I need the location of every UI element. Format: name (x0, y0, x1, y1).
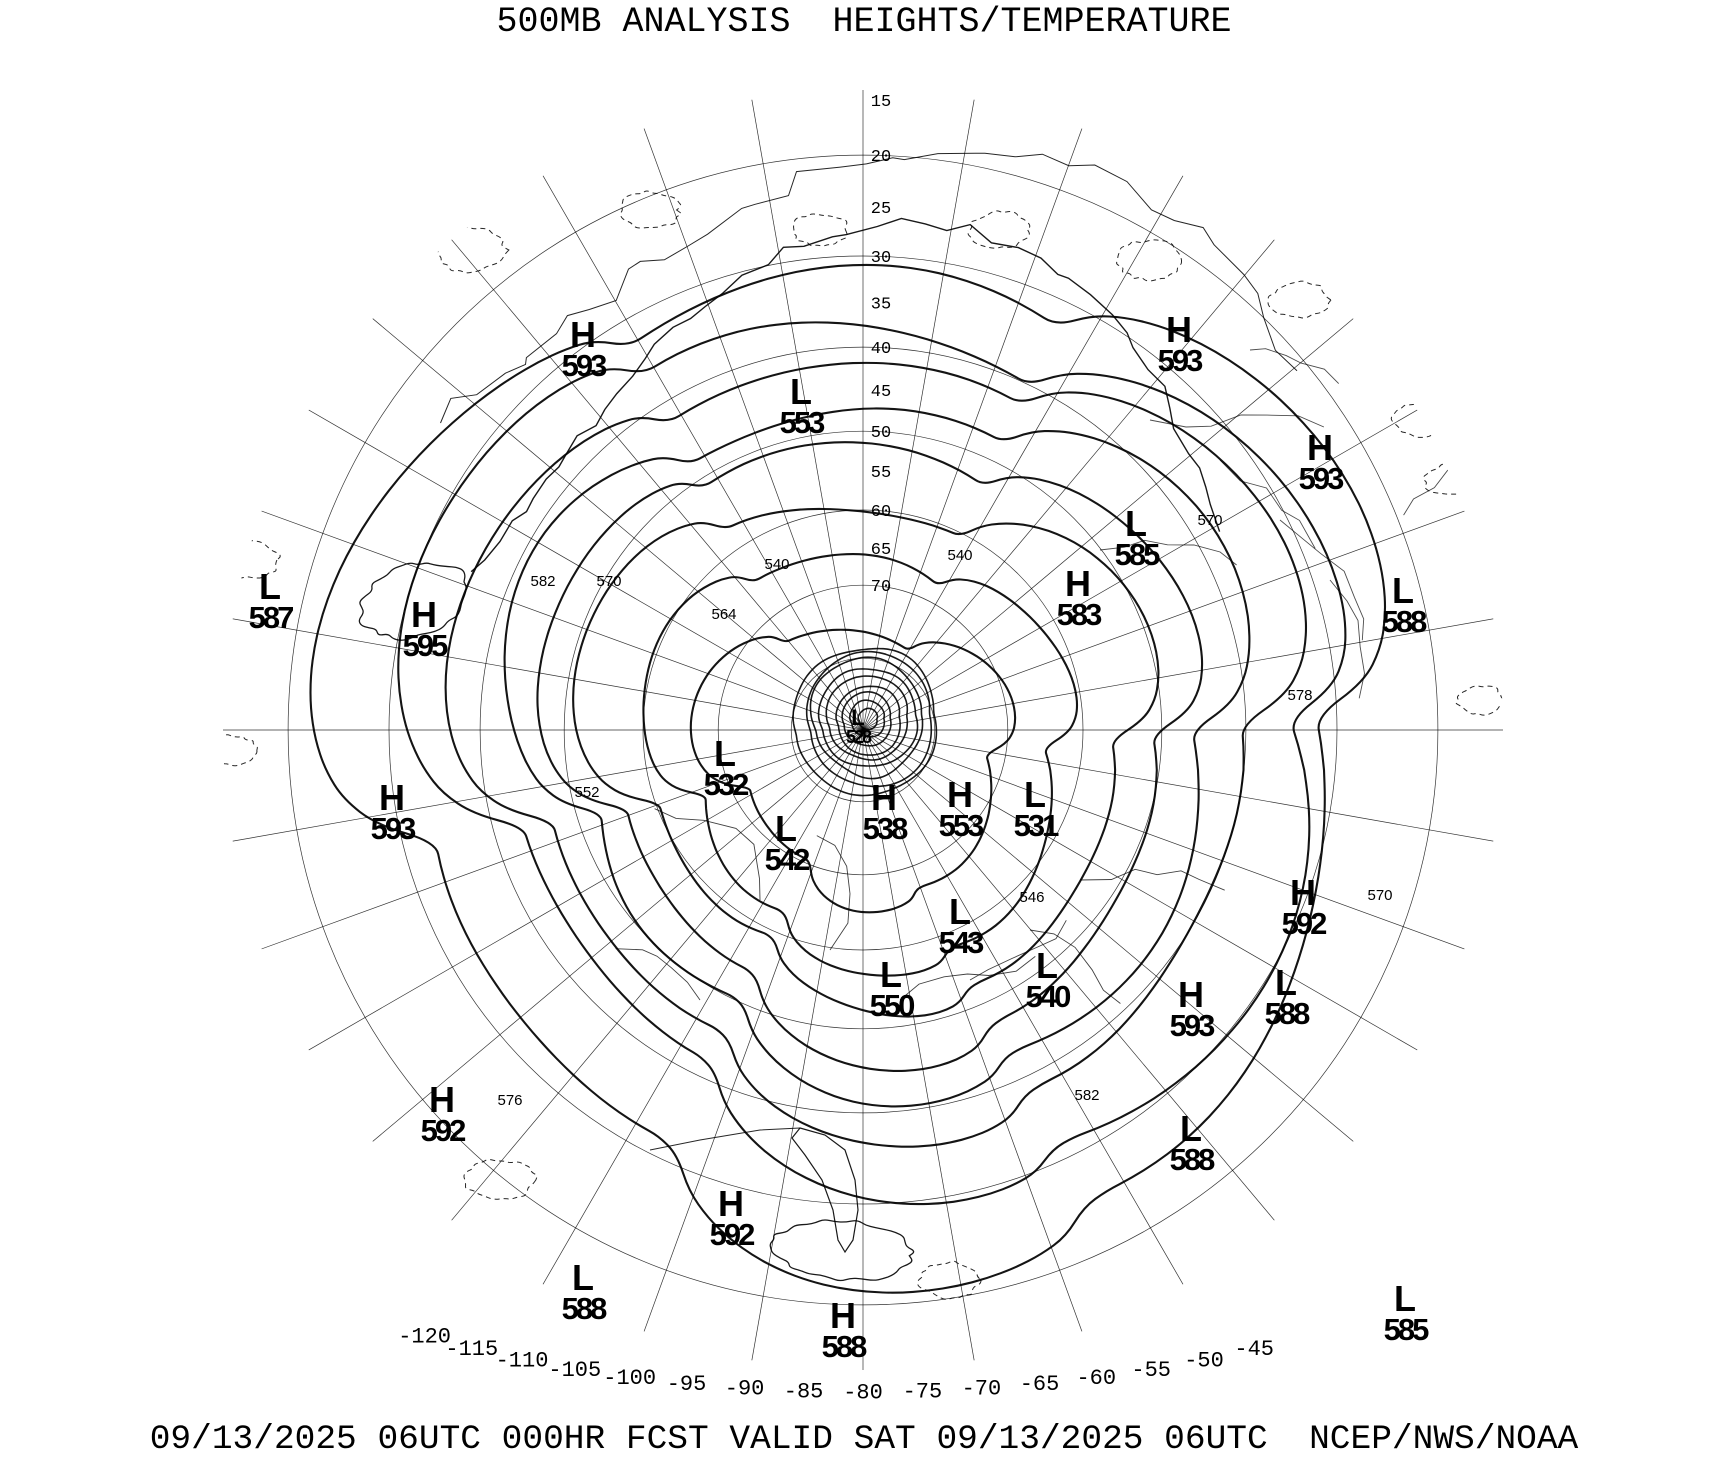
svg-text:588: 588 (562, 1291, 607, 1326)
svg-text:593: 593 (1170, 1008, 1215, 1043)
svg-text:576: 576 (497, 1092, 522, 1109)
svg-text:-100: -100 (603, 1366, 656, 1391)
svg-text:552: 552 (574, 784, 599, 801)
svg-text:593: 593 (1158, 343, 1203, 378)
svg-text:542: 542 (765, 842, 809, 877)
svg-text:-105: -105 (548, 1358, 601, 1383)
svg-text:-75: -75 (903, 1379, 943, 1404)
svg-text:45: 45 (871, 383, 891, 402)
svg-text:-65: -65 (1020, 1372, 1060, 1397)
svg-text:588: 588 (1265, 996, 1310, 1031)
svg-text:585: 585 (1384, 1312, 1429, 1347)
svg-text:582: 582 (530, 573, 555, 590)
svg-text:-80: -80 (843, 1380, 883, 1405)
svg-text:-60: -60 (1076, 1366, 1116, 1391)
svg-text:55: 55 (871, 464, 891, 483)
svg-text:30: 30 (871, 249, 891, 268)
svg-text:15: 15 (871, 93, 891, 112)
svg-text:540: 540 (764, 556, 789, 573)
svg-text:-110: -110 (496, 1348, 549, 1373)
svg-text:532: 532 (704, 767, 748, 802)
svg-text:70: 70 (871, 578, 891, 597)
svg-text:40: 40 (871, 340, 891, 359)
svg-text:585: 585 (1115, 537, 1160, 572)
svg-text:570: 570 (1197, 512, 1222, 529)
svg-text:553: 553 (780, 405, 825, 440)
svg-text:592: 592 (710, 1217, 754, 1252)
svg-text:20: 20 (871, 148, 891, 167)
svg-text:-95: -95 (667, 1372, 707, 1397)
svg-text:-85: -85 (784, 1379, 824, 1404)
svg-text:588: 588 (822, 1329, 867, 1364)
svg-text:564: 564 (711, 606, 736, 623)
svg-text:528: 528 (846, 727, 872, 747)
svg-text:540: 540 (1026, 979, 1070, 1014)
svg-text:-70: -70 (962, 1377, 1002, 1402)
svg-text:-115: -115 (445, 1337, 498, 1362)
svg-text:-90: -90 (725, 1377, 765, 1402)
svg-text:538: 538 (863, 811, 908, 846)
svg-text:550: 550 (870, 988, 914, 1023)
svg-text:65: 65 (871, 541, 891, 560)
svg-text:582: 582 (1074, 1087, 1099, 1104)
svg-text:570: 570 (596, 573, 621, 590)
svg-text:540: 540 (947, 547, 972, 564)
svg-text:595: 595 (403, 628, 448, 663)
svg-text:60: 60 (871, 503, 891, 522)
svg-text:583: 583 (1057, 597, 1102, 632)
svg-text:-50: -50 (1184, 1348, 1224, 1373)
svg-text:592: 592 (421, 1113, 465, 1148)
svg-text:578: 578 (1287, 687, 1312, 704)
svg-text:570: 570 (1367, 887, 1392, 904)
svg-text:50: 50 (871, 424, 891, 443)
svg-text:592: 592 (1282, 906, 1326, 941)
svg-text:546: 546 (1019, 889, 1044, 906)
svg-text:553: 553 (939, 808, 984, 843)
svg-text:593: 593 (1299, 461, 1344, 496)
svg-text:531: 531 (1014, 808, 1059, 843)
svg-text:-55: -55 (1131, 1358, 1171, 1383)
svg-text:593: 593 (562, 348, 607, 383)
svg-text:25: 25 (871, 200, 891, 219)
svg-text:35: 35 (871, 296, 891, 315)
svg-text:588: 588 (1170, 1142, 1215, 1177)
svg-text:543: 543 (939, 925, 984, 960)
svg-text:593: 593 (371, 811, 416, 846)
svg-text:-45: -45 (1234, 1337, 1274, 1362)
svg-text:-120: -120 (398, 1325, 451, 1350)
svg-text:588: 588 (1382, 604, 1427, 639)
svg-text:587: 587 (249, 600, 293, 635)
